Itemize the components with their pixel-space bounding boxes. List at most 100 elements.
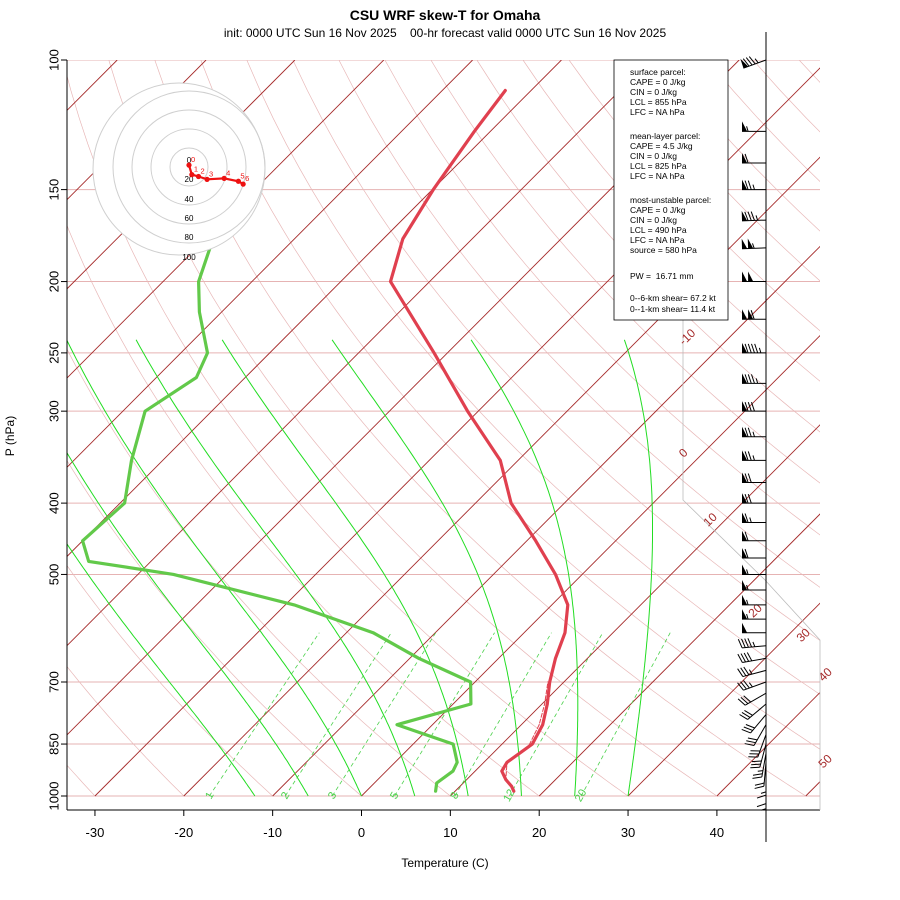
wind-barb-450 — [742, 530, 766, 542]
info-mean-1: CAPE = 4.5 J/kg — [630, 141, 693, 151]
moist-adiabat — [67, 451, 309, 797]
wind-barb-825 — [748, 734, 767, 758]
info-mu-3: LCL = 490 hPa — [630, 225, 687, 235]
hodograph-ring-label-100: 100 — [182, 253, 196, 262]
mixing-ratio-line — [394, 632, 495, 797]
axis-labels: 1001502002503004005007008501000-10010203… — [47, 49, 836, 840]
mixing-ratio-label-12: 12 — [501, 787, 518, 804]
isotherm — [183, 156, 820, 797]
wind-barb-750 — [739, 703, 767, 720]
wind-barb-700 — [737, 680, 767, 691]
isotherm — [450, 424, 820, 797]
dewpoint-profile-point — [172, 573, 175, 576]
wind-barb-300 — [742, 401, 766, 412]
wind-barb-550 — [742, 594, 766, 606]
dewpoint-profile — [80, 228, 473, 793]
hodograph-point-label-6: 6 — [245, 174, 249, 183]
y-tick-label-400: 400 — [47, 492, 62, 514]
temperature-profile-point — [433, 352, 435, 354]
moist-adiabat — [135, 339, 416, 797]
dry-adiabat — [67, 224, 540, 797]
hodograph-point — [240, 181, 246, 187]
isotherm — [272, 245, 820, 797]
isotherm-label--10: -10 — [676, 326, 698, 348]
mixing-ratio-label-2: 2 — [279, 790, 292, 801]
dry-adiabat — [246, 60, 820, 695]
moist-adiabat — [470, 339, 579, 797]
x-tick-label-30: 30 — [621, 825, 635, 840]
wind-barb-325 — [742, 426, 766, 438]
temperature-profile — [388, 88, 570, 793]
y-tick-label-150: 150 — [47, 179, 62, 201]
dry-adiabat — [891, 60, 900, 796]
moist-adiabat — [331, 339, 522, 796]
dewpoint-profile-point — [198, 311, 200, 313]
wind-barb-500 — [742, 564, 766, 575]
wind-barb-150 — [742, 179, 766, 191]
info-mean-0: mean-layer parcel: — [630, 131, 700, 141]
dewpoint-profile-point — [436, 782, 438, 784]
info-pw: PW = 16.71 mm — [630, 271, 694, 281]
hodograph-point-label-5: 5 — [240, 171, 244, 180]
isotherm-label-30: 30 — [794, 625, 814, 645]
dewpoint-profile-point — [124, 502, 126, 504]
wind-barb-165 — [741, 210, 767, 222]
x-tick-label-0: 0 — [358, 825, 365, 840]
info-mu-2: CIN = 0 J/kg — [630, 215, 677, 225]
dewpoint-profile-point — [206, 352, 209, 354]
parcel-trace-point — [544, 703, 546, 705]
dewpoint-profile-point — [88, 560, 90, 563]
hodograph-point-label-3: 3 — [209, 169, 213, 178]
wind-barb-975 — [760, 787, 767, 812]
info-mean-4: LFC = NA hPa — [630, 171, 685, 181]
hodograph-point — [204, 176, 210, 182]
info-mu-4: LFC = NA hPa — [630, 235, 685, 245]
hodograph-ring — [150, 128, 228, 206]
info-mu-5: source = 580 hPa — [630, 245, 697, 255]
info-shear-1: 0--1-km shear= 11.4 kt — [630, 304, 716, 314]
moist-adiabat — [67, 543, 256, 797]
mixing-ratio-line — [284, 632, 392, 797]
x-tick-label-40: 40 — [710, 825, 724, 840]
parcel-trace-point — [538, 724, 540, 726]
wind-barb-138 — [742, 152, 766, 164]
hodograph-ring — [131, 109, 247, 225]
wind-barb-400 — [742, 493, 766, 504]
isotherm — [67, 60, 651, 647]
mixing-ratio-line — [208, 632, 320, 797]
wind-barb-475 — [742, 548, 766, 559]
y-tick-label-300: 300 — [47, 400, 62, 422]
dewpoint-profile-point — [452, 743, 454, 745]
dry-adiabat — [845, 60, 900, 796]
temperature-profile-point — [389, 281, 392, 283]
hodograph-point — [186, 162, 192, 168]
hodograph-point-label-1: 1 — [194, 165, 198, 174]
temperature-profile-point — [518, 752, 521, 754]
chart-subtitle: init: 0000 UTC Sun 16 Nov 2025 00-hr for… — [224, 26, 667, 40]
dry-adiabat — [154, 60, 806, 797]
info-surface-0: surface parcel: — [630, 67, 686, 77]
wind-barb-100 — [740, 56, 767, 69]
mixing-ratio-label-20: 20 — [573, 787, 590, 804]
temperature-profile-point — [504, 89, 506, 92]
hodograph-point — [189, 172, 195, 178]
info-mu-1: CAPE = 0 J/kg — [630, 205, 686, 215]
wind-barb-625 — [737, 638, 767, 649]
dewpoint-profile-point — [396, 724, 398, 726]
temperature-profile-point — [554, 657, 557, 659]
x-tick-label--30: -30 — [86, 825, 105, 840]
temperature-profile-point — [506, 761, 508, 763]
hodograph-point — [221, 175, 227, 181]
moist-adiabat — [623, 339, 653, 797]
dewpoint-profile-point — [470, 681, 472, 683]
hodograph-ring-label-0: 0 — [187, 156, 192, 165]
plot-frame — [66, 60, 821, 811]
y-tick-label-700: 700 — [47, 671, 62, 693]
parcel-info-box: surface parcel: CAPE = 0 J/kg CIN = 0 J/… — [613, 59, 729, 321]
wind-barb-275 — [742, 373, 766, 384]
temperature-profile-point — [554, 573, 557, 576]
wind-barb-725 — [737, 692, 767, 706]
dewpoint-profile-point — [435, 790, 437, 792]
x-tick-label-10: 10 — [443, 825, 457, 840]
